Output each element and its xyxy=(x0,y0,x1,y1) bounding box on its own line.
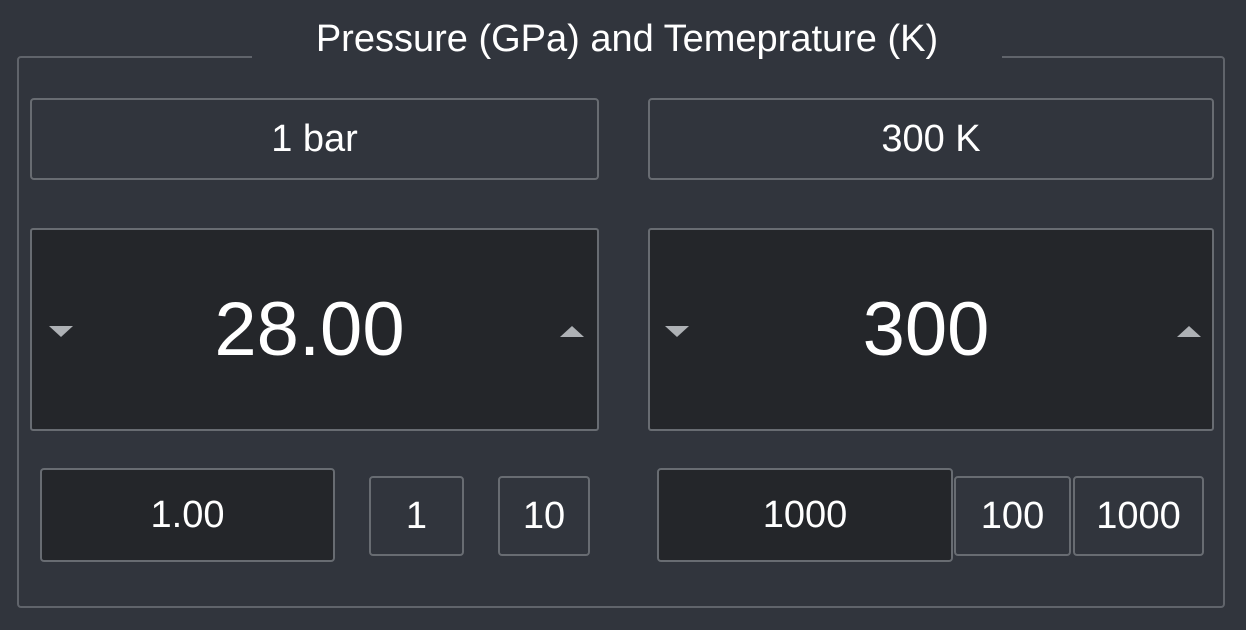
group-title: Pressure (GPa) and Temeprature (K) xyxy=(252,14,1002,64)
temperature-value: 300 xyxy=(862,287,990,372)
pressure-step-button-10[interactable]: 10 xyxy=(498,476,590,556)
pressure-reset-button[interactable]: 1 bar xyxy=(30,98,599,180)
pressure-value: 28.00 xyxy=(214,287,405,372)
temperature-reset-button[interactable]: 300 K xyxy=(648,98,1214,180)
pressure-increment-arrow-icon[interactable] xyxy=(557,316,587,346)
pressure-spinbox[interactable]: 28.00 xyxy=(30,228,599,431)
temperature-increment-arrow-icon[interactable] xyxy=(1174,316,1204,346)
temperature-step-input[interactable]: 1000 xyxy=(657,468,953,562)
pressure-step-button-1[interactable]: 1 xyxy=(369,476,464,556)
temperature-step-button-100[interactable]: 100 xyxy=(954,476,1071,556)
pressure-step-input[interactable]: 1.00 xyxy=(40,468,335,562)
temperature-step-button-1000[interactable]: 1000 xyxy=(1073,476,1204,556)
temperature-spinbox[interactable]: 300 xyxy=(648,228,1214,431)
